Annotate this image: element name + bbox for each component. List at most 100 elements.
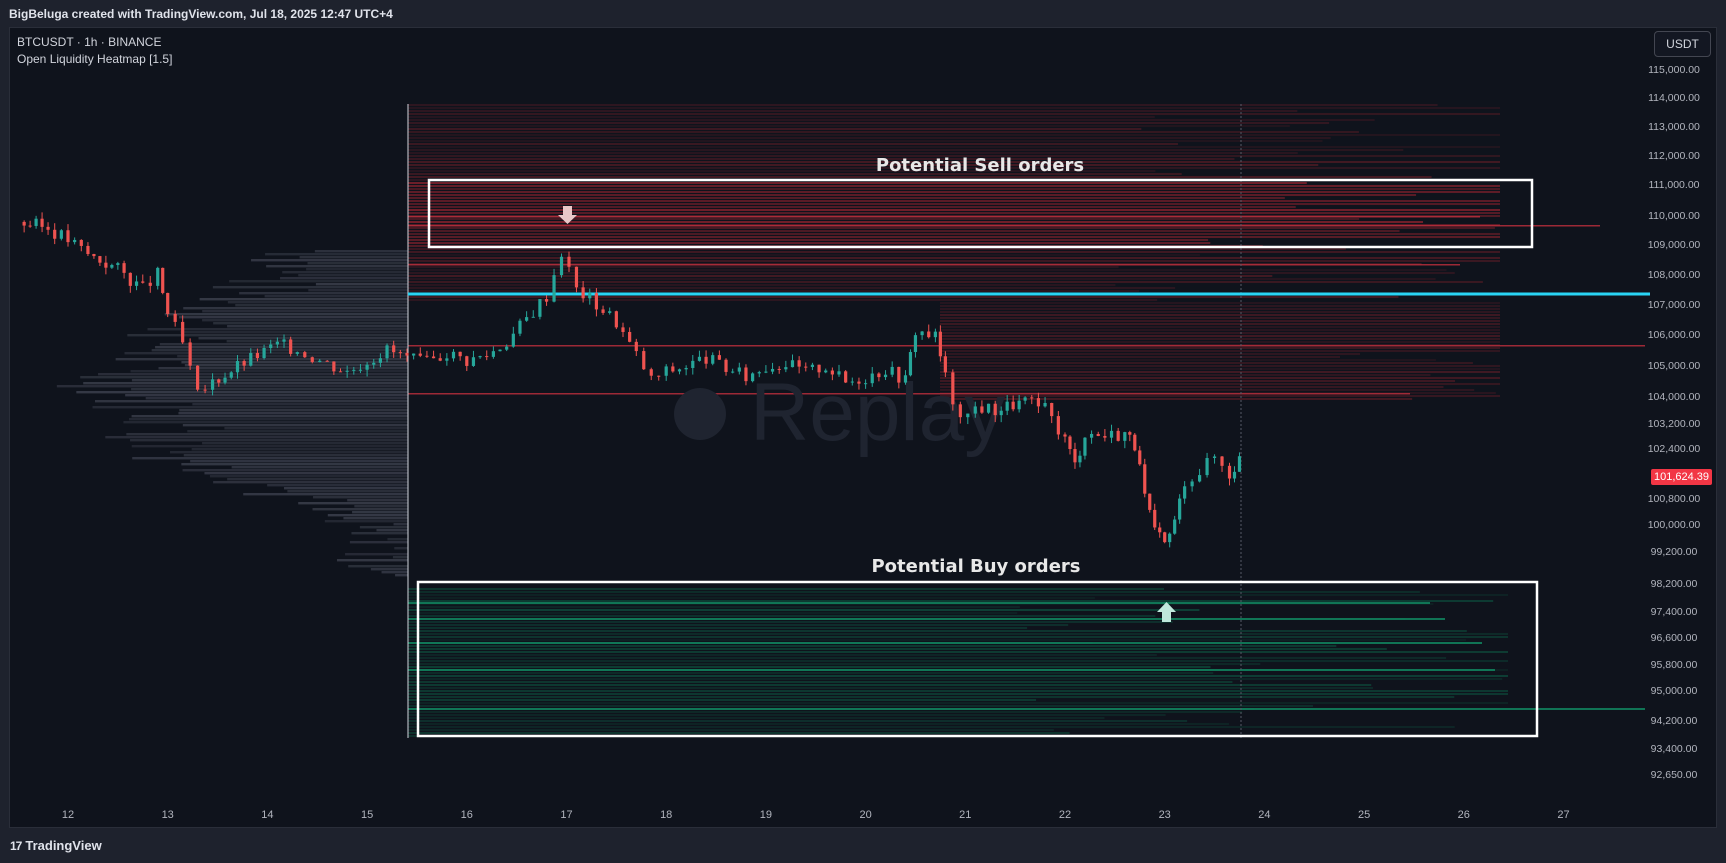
sell-liquidity-line	[408, 158, 1235, 160]
candle-body	[731, 371, 735, 373]
sell-liquidity-line	[408, 248, 1346, 250]
sell-liquidity-line	[940, 329, 1500, 331]
tradingview-logo[interactable]: 17 TradingView	[10, 838, 102, 853]
time-tick-label: 19	[760, 809, 772, 821]
buy-strong-level	[408, 708, 1645, 710]
profile-bar	[115, 358, 408, 361]
candle-body	[824, 370, 828, 373]
candle-body	[770, 368, 775, 372]
candle-body	[445, 358, 449, 361]
candle-body	[1138, 450, 1142, 465]
candle-body	[649, 369, 653, 376]
profile-bar	[359, 526, 408, 529]
candle-body	[810, 364, 815, 367]
profile-bar	[80, 376, 408, 379]
candle-body	[608, 311, 612, 313]
candle-body	[1056, 416, 1060, 435]
profile-bar	[155, 346, 408, 349]
candle-body	[352, 369, 356, 371]
sell-zone-box	[427, 178, 1534, 249]
buy-liquidity-line	[408, 660, 1508, 662]
profile-bar	[227, 325, 408, 328]
candle-body	[1083, 437, 1087, 456]
profile-bar	[395, 574, 408, 577]
sell-liquidity-line	[940, 341, 1500, 343]
sell-liquidity-line	[408, 176, 1432, 178]
profile-bar	[131, 388, 409, 391]
buy-liquidity-line	[408, 588, 1165, 590]
candle-body	[28, 225, 32, 227]
sell-liquidity-line	[408, 269, 1447, 271]
candle-body	[857, 381, 861, 384]
price-tick-label: 108,000.00	[1648, 269, 1701, 281]
candle-body	[817, 364, 821, 373]
profile-bar	[126, 433, 408, 436]
candle-body	[933, 331, 937, 338]
buy-liquidity-heatmap	[408, 588, 1645, 737]
candle-body	[66, 230, 70, 243]
price-chart[interactable]: Replay Potential Sell orders Potential B…	[0, 0, 1726, 828]
candle-body	[161, 267, 165, 293]
sell-liquidity-line	[408, 296, 1399, 298]
currency-button[interactable]: USDT	[1654, 31, 1711, 57]
price-tick-label: 111,000.00	[1649, 179, 1700, 191]
profile-bar	[235, 304, 408, 307]
candle-body	[73, 239, 77, 243]
candle-body	[392, 345, 396, 353]
candle-body	[671, 366, 675, 372]
profile-bar	[177, 355, 408, 358]
candle-body	[903, 375, 908, 383]
candle-body	[173, 313, 177, 322]
sell-strong-level	[408, 225, 1600, 227]
candle-body	[1232, 471, 1237, 479]
buy-liquidity-line	[408, 666, 1211, 668]
candle-body	[830, 370, 834, 375]
candle-body	[1078, 455, 1082, 463]
candle-body	[567, 256, 571, 267]
sell-liquidity-line	[940, 362, 1473, 364]
tradingview-mark-icon: 17	[10, 839, 22, 853]
price-axis[interactable]: 115,000.00 114,000.00 113,000.00 112,000.00…	[1648, 64, 1701, 781]
candle-body	[451, 351, 456, 359]
candle-body	[116, 263, 120, 265]
symbol-legend[interactable]: BTCUSDT · 1h · BINANCE	[17, 35, 162, 49]
candle-body	[332, 361, 336, 372]
candle-body	[684, 367, 688, 370]
buy-strong-level	[408, 618, 1445, 620]
profile-bar	[95, 400, 409, 403]
candle-body	[1133, 434, 1137, 451]
profile-bar	[158, 367, 408, 370]
profile-bar	[178, 412, 408, 415]
time-axis[interactable]: 12 13 14 15 16 17 18 19 20 21 22 23 24 25 26 27	[62, 809, 1570, 821]
sell-liquidity-line	[408, 170, 1156, 172]
candle-body	[1068, 436, 1072, 450]
profile-bar	[181, 463, 408, 466]
profile-bar	[92, 406, 408, 409]
candle-body	[920, 331, 924, 336]
buy-liquidity-line	[408, 627, 1028, 629]
price-tick-label: 105,000.00	[1648, 360, 1701, 372]
candle-body	[883, 374, 888, 378]
price-tick-label: 95,800.00	[1651, 659, 1698, 671]
sell-liquidity-line	[408, 128, 1142, 130]
sell-liquidity-line	[408, 185, 1500, 187]
candle-body	[966, 413, 970, 418]
candle-body	[986, 403, 991, 413]
profile-bar	[347, 499, 408, 502]
candle-body	[999, 410, 1003, 416]
candle-body	[405, 352, 409, 356]
buy-zone-box	[416, 580, 1539, 738]
buy-liquidity-line	[408, 690, 1508, 692]
indicator-legend[interactable]: Open Liquidity Heatmap [1.5]	[17, 52, 173, 66]
time-tick-label: 20	[859, 809, 871, 821]
profile-bar	[312, 508, 408, 511]
sell-liquidity-line	[408, 149, 1404, 151]
price-tick-label: 109,000.00	[1648, 239, 1701, 251]
candle-body	[345, 370, 349, 372]
replay-watermark-icon	[674, 388, 726, 440]
sell-liquidity-line	[940, 365, 1500, 367]
profile-bar	[213, 322, 408, 325]
sell-liquidity-line	[408, 218, 1360, 220]
candle-body	[1116, 430, 1120, 441]
profile-bar	[287, 490, 408, 493]
